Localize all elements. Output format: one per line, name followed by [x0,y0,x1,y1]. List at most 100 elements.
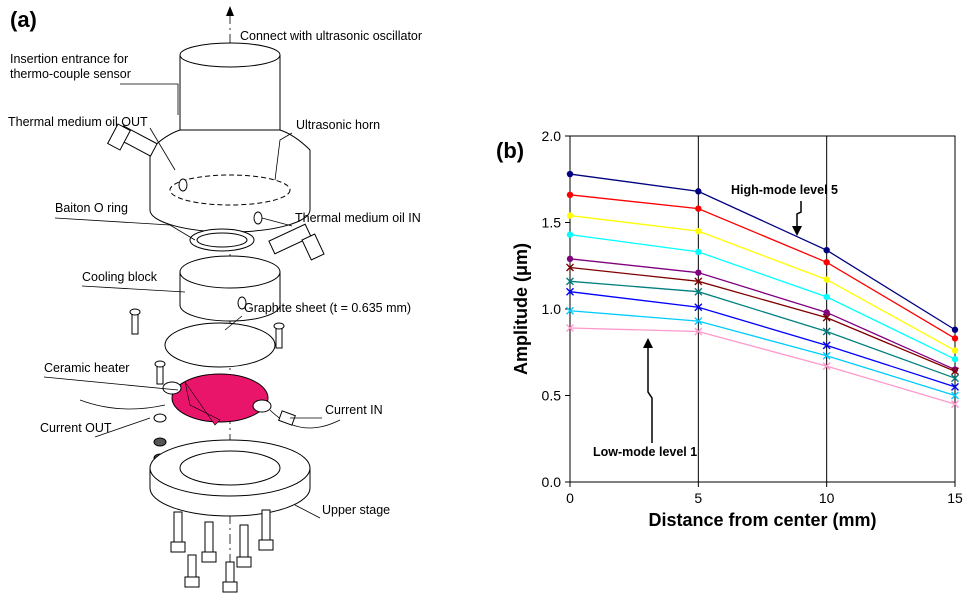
marker [695,248,702,256]
marker [566,231,574,238]
series-line [569,327,956,405]
horn-top [179,42,281,68]
part-label: Insertion entrance for [10,52,128,66]
annotation-arrow [647,346,653,443]
marker [566,324,574,333]
arrow-up [226,6,234,16]
marker [694,303,703,312]
marker [566,287,574,296]
marker [951,326,959,333]
marker [951,391,959,400]
series-line [569,280,956,379]
part-label: Graphite sheet (t = 0.635 mm) [244,301,411,315]
series-line [569,310,956,397]
leader-lines [43,83,322,519]
hidden-edge [169,174,291,206]
y-tick-label: 0.5 [542,388,562,404]
o-ring [196,232,248,248]
series-line [569,258,956,371]
y-tick-label: 1.0 [542,301,562,317]
marker [695,269,702,276]
marker [951,355,959,363]
part-label: Thermal medium oil IN [295,211,421,225]
marker [566,255,574,263]
marker [695,205,702,212]
annotation: Low-mode level 1 [593,445,697,459]
y-tick-label: 1.5 [542,215,562,231]
port [178,178,188,192]
fasteners [129,308,296,463]
marker [566,191,574,199]
part-label: thermo-couple sensor [10,67,131,81]
marker [566,263,574,272]
annotation: Connect with ultrasonic oscillator [240,29,422,43]
marker [695,227,702,235]
series-line [569,173,956,331]
arrow-head [643,338,653,348]
fitting-out [106,123,158,157]
marker [823,276,830,283]
x-tick-label: 5 [694,490,702,506]
annotation-arrow [796,201,802,228]
part-label: Ceramic heater [44,361,129,375]
marker [951,335,959,342]
series-line [569,194,956,339]
horn-body [149,129,311,233]
marker [694,317,703,326]
part-label: Current IN [325,403,383,417]
marker [822,341,831,350]
bolts [170,509,274,593]
series-line [569,214,956,352]
graphite-sheet [164,322,276,368]
part-label: Upper stage [322,503,390,517]
part-label: Cooling block [82,270,158,284]
marker [823,246,830,254]
marker [566,277,574,286]
port [237,296,247,310]
chart: 0.0 0.5 1.0 1.5 2.0 0 5 10 15 Distance from cente… [496,128,963,530]
marker [695,188,702,195]
marker [823,309,830,316]
x-axis-label: Distance from center (mm) [648,510,876,530]
y-tick-label: 0.0 [542,474,562,490]
marker [694,277,703,286]
ceramic-heater [79,373,341,429]
marker [566,212,574,219]
y-tick-label: 2.0 [542,128,562,144]
x-tick-label: 15 [947,490,963,506]
upper-stage-hole [179,450,281,486]
part-label: Thermal medium oil OUT [8,115,148,129]
x-tick-label: 0 [566,490,574,506]
marker [951,367,959,376]
panel-label: (a) [10,7,37,32]
marker [951,382,959,391]
panel-label: (b) [496,138,524,163]
marker [694,327,703,336]
marker [951,374,959,383]
marker [823,259,830,266]
series-line [569,266,956,372]
marker [822,351,831,360]
apparatus-diagram: (a) Connect with ultrasonic oscillator [10,6,422,593]
part-label: Baiton O ring [55,201,128,215]
series-line [569,233,956,360]
y-axis-label: Amplitude (μm) [511,243,531,375]
annotation: High-mode level 5 [731,183,838,197]
arrow-head [792,226,802,236]
marker [951,400,959,409]
marker [822,327,831,336]
part-label: Current OUT [40,421,112,435]
part-label: Ultrasonic horn [296,118,380,132]
marker [694,287,703,296]
port [253,211,263,225]
marker [823,293,830,301]
marker [822,313,831,322]
marker [951,347,959,354]
marker [566,170,574,178]
marker [822,362,831,371]
x-tick-label: 10 [819,490,835,506]
horn-tube [179,55,281,141]
cooling-block-top [179,255,281,289]
